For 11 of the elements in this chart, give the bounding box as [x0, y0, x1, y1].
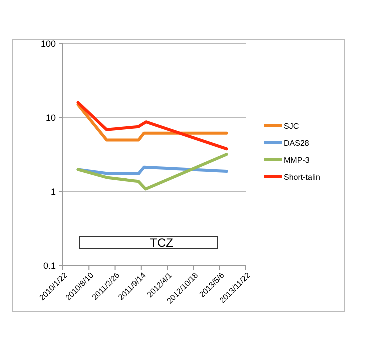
annotation: TCZ	[150, 236, 174, 250]
y-tick-label: 1	[50, 187, 56, 198]
legend-label: MMP-3	[284, 156, 310, 165]
line-series	[76, 101, 228, 151]
line-series	[76, 153, 228, 191]
legend-label: DAS28	[284, 138, 310, 148]
legend-label: SJC	[284, 122, 300, 131]
y-tick-label: 0.1	[43, 261, 56, 272]
y-tick-label: 10	[46, 113, 56, 124]
y-tick-label: 100	[40, 39, 56, 50]
legend-label: Short-talin	[284, 172, 320, 182]
